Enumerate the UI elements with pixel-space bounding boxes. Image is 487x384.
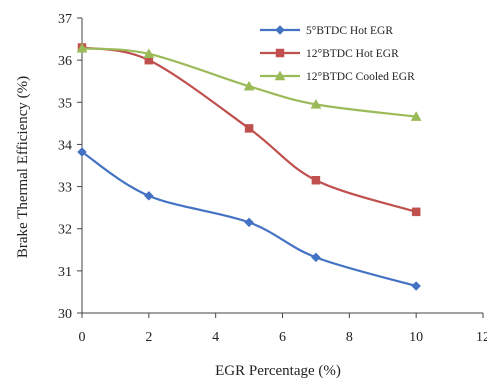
data-point: [311, 176, 321, 185]
x-tick-label: 12: [476, 330, 487, 345]
x-tick-label: 8: [346, 330, 353, 345]
legend-label: 12°BTDC Hot EGR: [306, 48, 399, 60]
y-axis-label: Brake Thermal Efficiency (%): [15, 76, 31, 258]
legend: 5°BTDC Hot EGR 12°BTDC Hot EGR 12°BTDC Coo…: [260, 25, 415, 83]
data-point: [243, 80, 255, 91]
x-tick-label: 4: [212, 330, 219, 345]
x-tick-label: 2: [145, 330, 152, 345]
series-layer: [76, 42, 422, 291]
legend-item-3: 12°BTDC Cooled EGR: [260, 70, 415, 83]
x-axis-label: EGR Percentage (%): [215, 363, 341, 379]
data-point: [244, 124, 254, 133]
x-tick-label: 6: [279, 330, 286, 345]
series-1: [77, 147, 422, 291]
legend-marker: [274, 70, 286, 81]
legend-marker: [275, 25, 285, 35]
data-point: [311, 252, 321, 263]
axes: 30 31 32 33 34 35 36 37 0 2 4 6 8 10 12: [58, 12, 487, 345]
data-point: [244, 217, 254, 228]
legend-item-2: 12°BTDC Hot EGR: [260, 48, 399, 60]
legend-label: 12°BTDC Cooled EGR: [306, 71, 415, 83]
y-tick-label: 34: [58, 138, 72, 153]
legend-marker: [275, 48, 285, 58]
data-point: [76, 42, 88, 53]
legend-label: 5°BTDC Hot EGR: [306, 25, 393, 37]
data-point: [143, 48, 155, 59]
series-2: [77, 43, 421, 217]
x-tick-label: 0: [79, 330, 86, 345]
x-tick-label: 10: [409, 330, 423, 345]
y-tick-label: 32: [58, 223, 72, 238]
y-tick-label: 36: [58, 54, 72, 69]
data-point: [411, 207, 421, 217]
y-tick-label: 35: [58, 96, 72, 111]
y-tick-label: 31: [58, 265, 72, 280]
data-point: [143, 190, 154, 201]
legend-item-1: 5°BTDC Hot EGR: [260, 25, 393, 37]
y-tick-label: 30: [58, 307, 72, 322]
y-tick-label: 33: [58, 181, 72, 196]
data-point: [411, 281, 422, 291]
data-point: [410, 111, 422, 121]
data-point: [310, 98, 322, 109]
data-point: [77, 147, 87, 157]
y-tick-label: 37: [58, 12, 72, 27]
series-3: [76, 42, 422, 121]
